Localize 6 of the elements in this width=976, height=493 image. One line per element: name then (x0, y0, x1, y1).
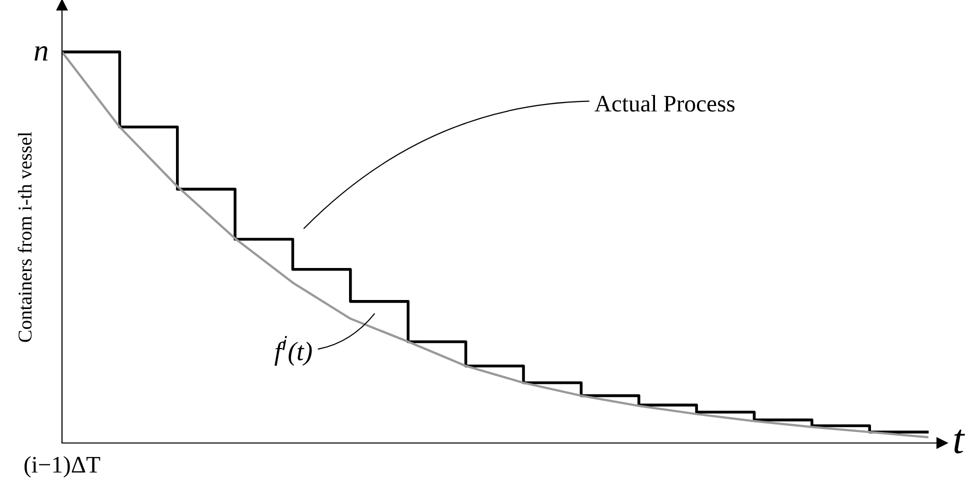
annotation: f$^{i}$(t) (274, 336, 312, 366)
text: (i−1)ΔT (24, 456, 100, 478)
y-axis-title: Containers from i-th vessel (18, 132, 32, 342)
x-axis-title: t (954, 430, 965, 454)
text: n (34, 46, 48, 61)
annotation: Actual Process (594, 95, 735, 112)
